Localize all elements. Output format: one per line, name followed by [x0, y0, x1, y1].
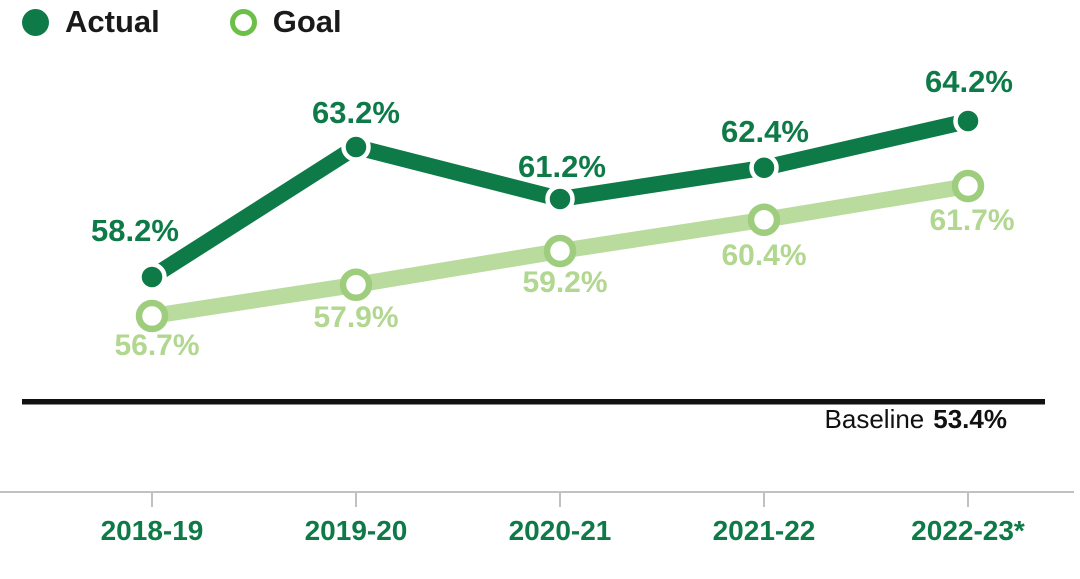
- actual-point-label: 62.4%: [721, 114, 809, 149]
- x-axis-label: 2019-20: [305, 515, 408, 546]
- x-axis-label: 2022-23*: [911, 515, 1025, 546]
- actual-marker: [545, 184, 575, 214]
- goal-marker: [543, 234, 577, 268]
- baseline-word: Baseline: [824, 404, 925, 434]
- actual-marker: [341, 132, 371, 162]
- legend-item-actual: Actual: [22, 4, 160, 40]
- legend-label-actual: Actual: [65, 4, 160, 39]
- x-axis-label: 2018-19: [101, 515, 204, 546]
- goal-point-label: 61.7%: [929, 204, 1014, 237]
- x-axis-label: 2020-21: [509, 515, 612, 546]
- actual-point-label: 58.2%: [91, 213, 179, 248]
- actual-marker: [953, 106, 983, 136]
- actual-filled-dot-icon: [22, 8, 49, 36]
- goal-open-dot-icon: [229, 8, 257, 36]
- x-axis-label: 2021-22: [713, 515, 816, 546]
- goal-point-label: 56.7%: [114, 329, 199, 362]
- baseline-label: Baseline 53.4%: [825, 404, 1007, 435]
- legend-item-goal: Goal: [229, 4, 342, 40]
- actual-marker: [749, 153, 779, 183]
- legend: Actual Goal: [22, 4, 342, 40]
- actual-point-label: 63.2%: [312, 95, 400, 130]
- goal-marker: [951, 169, 985, 203]
- goal-marker: [135, 299, 169, 333]
- actual-point-label: 64.2%: [925, 64, 1013, 99]
- legend-label-goal: Goal: [272, 4, 342, 39]
- actual-point-label: 61.2%: [518, 149, 606, 184]
- goal-point-label: 60.4%: [721, 239, 806, 272]
- goal-marker: [339, 268, 373, 302]
- goal-point-label: 59.2%: [522, 266, 607, 299]
- goal-marker: [747, 203, 781, 237]
- baseline-value: 53.4%: [933, 404, 1007, 434]
- goal-point-label: 57.9%: [313, 301, 398, 334]
- actual-marker: [137, 262, 167, 292]
